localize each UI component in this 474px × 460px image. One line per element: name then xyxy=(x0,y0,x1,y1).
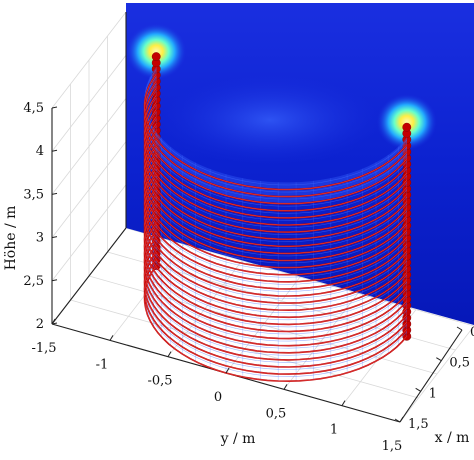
y-tick-label: 0,5 xyxy=(266,406,287,421)
y-tick xyxy=(283,384,288,390)
z-tick-label: 2 xyxy=(36,317,44,332)
x-tick xyxy=(436,357,442,362)
coil-mesh xyxy=(144,67,408,382)
coil-turn-highlight xyxy=(144,173,407,290)
z-tick xyxy=(51,279,58,282)
z-tick-label: 2,5 xyxy=(23,274,44,289)
y-axis-label: y / m xyxy=(220,431,256,447)
z-tick xyxy=(51,149,58,152)
coil-turn-highlight xyxy=(144,208,407,325)
x-tick-label: 0 xyxy=(470,325,474,340)
field-hotspot xyxy=(376,94,437,151)
coil-leg-node xyxy=(151,52,161,62)
coil-front xyxy=(143,73,408,383)
coil-turn-highlight xyxy=(144,95,407,212)
coil-turn-highlight xyxy=(144,109,407,226)
tick-labels: 2 2,5 3 3,5 4 4,5 -1,5 -1 -0,5 0 0,5 1 1,5 0 0,5 1 1,5 xyxy=(23,101,474,454)
coil-turn-highlight xyxy=(144,137,407,254)
x-tick xyxy=(415,387,421,392)
coil-turn-highlight xyxy=(144,180,407,297)
z-tick-label: 3 xyxy=(36,231,44,246)
z-tick-label: 3,5 xyxy=(23,187,44,202)
coil-turn-highlight xyxy=(144,230,407,346)
y-tick-label: -1,5 xyxy=(31,341,56,356)
y-tick-label: 1 xyxy=(330,423,338,438)
z-tick xyxy=(51,322,58,325)
y-tick xyxy=(167,351,172,357)
y-tick xyxy=(109,335,114,341)
z-tick xyxy=(51,236,58,239)
z-tick-label: 4 xyxy=(36,144,44,159)
coil-turn-highlight xyxy=(144,130,407,247)
field-plane xyxy=(126,3,474,325)
y-tick-label: 0 xyxy=(214,390,222,405)
coil-turn-highlight xyxy=(144,251,407,368)
coil-turn-highlight xyxy=(144,258,407,375)
z-tick xyxy=(51,192,58,195)
coil-turn-highlight xyxy=(144,81,407,197)
grid-line xyxy=(107,251,456,351)
mesh-band xyxy=(144,67,407,204)
coil-turn-highlight xyxy=(144,152,407,268)
coil-turn-highlight xyxy=(144,194,407,311)
y-tick xyxy=(341,400,346,406)
y-tick xyxy=(399,416,404,423)
z-tick-label: 4,5 xyxy=(23,101,44,116)
coil-turn-highlight xyxy=(144,159,407,275)
coil-turn-highlight xyxy=(144,237,407,354)
coil-turn-highlight xyxy=(144,244,407,361)
y-tick xyxy=(51,318,56,325)
coil-leg-node xyxy=(402,122,412,132)
x-axis-label: x / m xyxy=(435,430,470,446)
y-tick-label: -0,5 xyxy=(147,374,172,389)
field-hotspot xyxy=(126,23,187,80)
coil-turn-highlight xyxy=(144,73,407,190)
coil-turn-highlight xyxy=(144,144,407,261)
x-tick-label: 1,5 xyxy=(408,417,429,432)
coil-turn-highlight xyxy=(144,187,407,304)
z-axis-label: Höhe / m xyxy=(3,206,19,271)
coil-turn-highlight xyxy=(144,88,407,204)
coil-turn-highlight xyxy=(144,116,407,233)
z-tick xyxy=(51,106,58,109)
y-tick-label: 1,5 xyxy=(382,439,403,454)
y-tick-label: -1 xyxy=(96,357,109,372)
x-tick-label: 0,5 xyxy=(449,356,470,371)
axis-line xyxy=(51,227,127,325)
x-tick xyxy=(456,326,463,331)
y-tick xyxy=(225,367,230,374)
coil-turn-highlight xyxy=(144,102,407,219)
x-tick-label: 1 xyxy=(429,386,437,401)
x-tick xyxy=(394,418,401,423)
coil-turn-highlight xyxy=(144,215,407,332)
coil-turn-highlight xyxy=(144,222,407,339)
axis-line xyxy=(399,329,463,423)
coil-turn-highlight xyxy=(144,166,407,283)
coil-turn-highlight xyxy=(144,123,407,240)
coil-turn-highlight xyxy=(144,201,407,318)
